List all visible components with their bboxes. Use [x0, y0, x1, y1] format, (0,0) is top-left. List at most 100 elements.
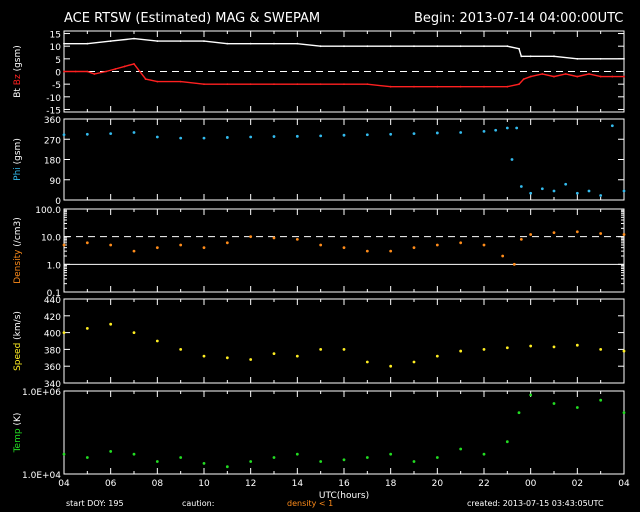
speed-point — [202, 354, 206, 358]
density-point — [482, 243, 486, 247]
mag-point — [518, 47, 520, 50]
speed-point — [435, 354, 439, 358]
density-point — [225, 241, 229, 245]
mag-point — [588, 73, 590, 75]
speed-ylabel-part: (km/s) — [13, 311, 23, 343]
speed-point — [412, 360, 416, 364]
speed-ytick-label: 360 — [44, 363, 61, 373]
phi-point — [459, 131, 463, 134]
mag-ylabel: Bt Bz (gsm) — [13, 45, 23, 98]
x-tick-label: 20 — [432, 479, 444, 489]
x-tick-label: 18 — [385, 479, 397, 489]
speed-point — [459, 349, 463, 353]
mag-ytick-label: 10 — [50, 43, 62, 53]
mag-point — [553, 75, 555, 78]
phi-point — [540, 187, 544, 191]
mag-point — [506, 85, 509, 88]
density-caution: density < 1 — [287, 499, 334, 508]
temp-point — [552, 402, 556, 405]
mag-point — [86, 70, 89, 73]
mag-point — [133, 37, 135, 40]
speed-ytick-label: 380 — [44, 346, 61, 356]
phi-ytick-label: 180 — [44, 157, 61, 167]
mag-point — [249, 83, 252, 86]
speed-point — [85, 327, 89, 330]
mag-point — [156, 80, 159, 83]
speed-point — [132, 331, 136, 334]
begin-time: Begin: 2013-07-14 04:00:00UTC — [414, 11, 624, 26]
phi-point — [575, 191, 579, 195]
density-point — [365, 249, 369, 253]
phi-point — [389, 132, 393, 136]
x-tick-label: 22 — [478, 479, 489, 489]
phi-point — [599, 194, 603, 197]
mag-point — [144, 78, 147, 80]
mag-point — [319, 45, 322, 48]
mag-point — [611, 75, 614, 78]
phi-point — [515, 126, 519, 130]
phi-point — [510, 158, 514, 161]
start-doy: start DOY: 195 — [66, 499, 124, 508]
density-point — [272, 236, 276, 240]
speed-point — [622, 349, 626, 353]
density-point — [459, 241, 463, 245]
temp-point — [202, 462, 206, 465]
mag-point — [518, 83, 520, 86]
phi-point — [319, 134, 323, 138]
mag-point — [623, 75, 625, 78]
mag-point — [203, 40, 205, 43]
density-point — [319, 243, 323, 247]
mag-ylabel-part: (gsm) — [13, 45, 23, 74]
x-tick-label: 12 — [245, 479, 256, 489]
temp-point — [132, 452, 136, 456]
phi-point — [85, 132, 89, 136]
mag-point — [366, 83, 369, 86]
density-point — [599, 232, 603, 235]
density-point — [62, 243, 66, 247]
mag-point — [529, 55, 532, 58]
mag-point — [576, 57, 579, 60]
density-ylabel: Density (/cm3) — [13, 217, 23, 284]
x-axis-title: UTC(hours) — [319, 491, 369, 501]
mag-ytick-label: 5 — [55, 56, 61, 66]
speed-ylabel-part: Speed — [13, 343, 23, 371]
phi-point — [494, 128, 498, 132]
density-point — [575, 230, 579, 234]
speed-point — [109, 322, 113, 326]
temp-ytick-label: 1.0E+06 — [22, 388, 61, 398]
phi-point — [202, 136, 206, 140]
phi-point — [342, 133, 346, 137]
phi-point — [62, 133, 66, 137]
mag-point — [413, 45, 415, 48]
mag-point — [459, 85, 462, 88]
phi-point — [482, 129, 486, 133]
x-tick-label: 08 — [152, 479, 164, 489]
x-tick-label: 02 — [572, 479, 583, 489]
temp-point — [599, 398, 603, 402]
temp-point — [575, 406, 579, 409]
density-ytick-label: 10.0 — [41, 234, 61, 244]
phi-ylabel-part: Phi — [13, 167, 23, 181]
temp-point — [249, 460, 253, 463]
speed-point — [575, 343, 579, 347]
phi-ylabel-part: (gsm) — [13, 138, 23, 167]
temp-ylabel: Temp (K) — [13, 413, 23, 454]
speed-point — [295, 354, 299, 358]
mag-point — [179, 40, 182, 43]
phi-point — [109, 132, 113, 136]
density-ytick-label: 1.0 — [47, 261, 62, 271]
density-point — [179, 243, 183, 247]
speed-point — [342, 348, 346, 351]
temp-point — [109, 450, 113, 453]
mag-point — [63, 42, 65, 45]
density-point — [512, 262, 516, 266]
mag-point — [343, 45, 345, 48]
speed-ytick-label: 440 — [44, 296, 61, 306]
temp-point — [272, 456, 276, 459]
density-point — [389, 249, 393, 253]
mag-point — [436, 45, 439, 48]
phi-point — [519, 185, 523, 188]
mag-point — [483, 45, 485, 48]
x-tick-label: 14 — [292, 479, 304, 489]
